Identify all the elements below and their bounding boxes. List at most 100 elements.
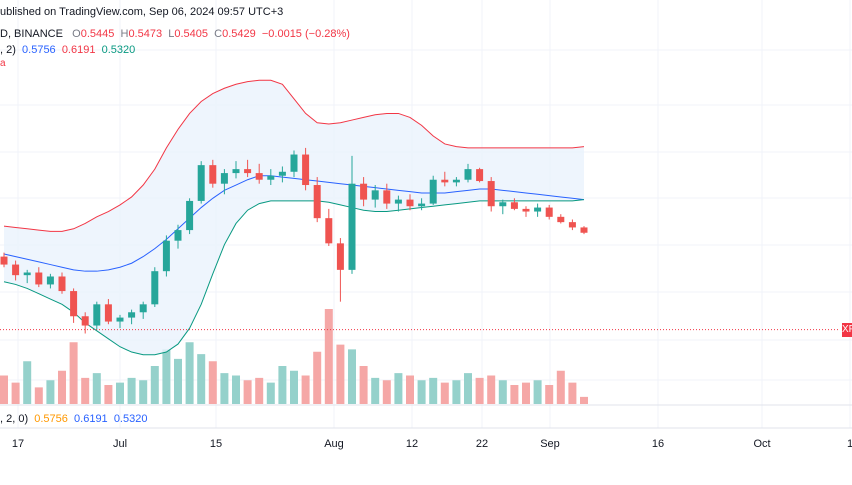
candle-body [580, 227, 588, 233]
high-value: 0.5473 [128, 28, 163, 40]
candle-body [325, 218, 333, 244]
basis-line [3, 175, 585, 272]
volume-bar [150, 366, 159, 404]
volume-bar [533, 380, 542, 404]
volume-bar [324, 309, 333, 404]
candle-body [197, 165, 205, 201]
candle-body [499, 202, 507, 207]
candle-body [244, 169, 252, 174]
candle-body [23, 272, 31, 276]
candle-body [209, 165, 217, 184]
volume-bar [417, 380, 426, 404]
volume-bar [382, 380, 391, 404]
ohlc-legend: D, BINANCE O0.5445 H0.5473 L0.5405 C0.54… [0, 28, 350, 40]
candle-body [371, 190, 379, 200]
low-label: L [168, 28, 175, 40]
candle-body [46, 276, 54, 285]
upper-band-line [3, 79, 585, 232]
volume-bar [452, 380, 461, 404]
candle-body [418, 203, 426, 207]
candle-body [58, 276, 66, 292]
bb-legend: , 2) 0.5756 0.6191 0.5320 [0, 44, 135, 56]
candle-body [174, 230, 182, 241]
candles [0, 147, 588, 334]
candle-body [360, 183, 368, 200]
volume-bar [104, 385, 113, 404]
high-label: H [120, 28, 129, 40]
candle-body [220, 173, 228, 184]
volume-bar [371, 377, 380, 404]
candle-body [302, 154, 310, 186]
lower-band-line [3, 199, 585, 356]
volume-bar [220, 373, 229, 404]
volume-legend: , 2, 0) 0.5756 0.6191 0.5320 [0, 413, 147, 425]
close-label: C [214, 28, 223, 40]
volume-prefix: , 2, 0) [0, 413, 29, 425]
volume-bar [232, 375, 240, 404]
bb-prefix: , 2) [0, 44, 16, 56]
x-tick-label: 17 [12, 438, 24, 450]
candle-body [568, 222, 576, 228]
change-value: −0.0015 (−0.28%) [261, 28, 350, 40]
volume-bar [440, 382, 449, 404]
volume-bar [359, 366, 368, 404]
volume-upper-value: 0.6191 [74, 413, 108, 425]
bb-lower-value: 0.5320 [101, 44, 136, 56]
published-text: ublished on TradingView.com, Sep 06, 202… [0, 6, 284, 18]
symbol-suffix: D, BINANCE [0, 28, 63, 40]
candle-body [452, 179, 460, 183]
candle-body [151, 271, 159, 305]
volume-bar [0, 375, 8, 404]
candle-body [139, 304, 147, 313]
volume-bar [545, 385, 554, 404]
candle-body [383, 190, 391, 204]
volume-bar [11, 382, 20, 404]
candle-body [313, 185, 321, 219]
volume-bar [556, 370, 565, 404]
volume-bar [46, 380, 55, 404]
candle-body [81, 316, 89, 326]
bollinger-bands [3, 79, 585, 356]
candle-body [348, 183, 356, 270]
volume-lower-value: 0.5320 [113, 413, 148, 425]
volume-bar [162, 349, 171, 404]
candle-body [35, 272, 43, 285]
x-tick-label: Sep [540, 438, 560, 450]
volume-bar [522, 382, 530, 404]
candle-body [406, 199, 414, 207]
volume-bar [185, 342, 194, 404]
open-value: 0.5445 [80, 28, 115, 40]
candle-body [545, 207, 553, 217]
volume-bar [568, 382, 577, 404]
candle-body [510, 202, 518, 209]
candle-body [441, 179, 449, 183]
volume-bar [116, 382, 124, 404]
candle-body [290, 154, 298, 172]
x-tick-label: Jul [113, 438, 127, 450]
candle-body [336, 243, 344, 270]
candle-body [232, 169, 240, 174]
volume-bar [208, 361, 217, 404]
volume-bar [580, 396, 588, 404]
band-fill [4, 80, 584, 355]
volume-bar [23, 361, 32, 404]
volume-bar [69, 342, 78, 404]
bb-upper-value: 0.6191 [61, 44, 96, 56]
x-tick-label: 12 [406, 438, 418, 450]
x-tick-label: 15 [210, 438, 222, 450]
header-published: ublished on TradingView.com, Sep 06, 202… [0, 6, 283, 18]
open-label: O [72, 28, 81, 40]
candle-body [557, 216, 565, 223]
candle-body [534, 207, 542, 212]
close-value: 0.5429 [222, 28, 256, 40]
candle-body [104, 304, 112, 322]
bb-badge-fragment: a [0, 58, 6, 69]
volume-bar [139, 380, 148, 404]
bb-basis-value: 0.5756 [22, 44, 56, 56]
candle-body [93, 304, 101, 326]
x-tick-label: Oct [753, 438, 770, 450]
volume-bar [429, 377, 438, 404]
candle-body [12, 264, 20, 276]
volume-bar [475, 377, 484, 404]
